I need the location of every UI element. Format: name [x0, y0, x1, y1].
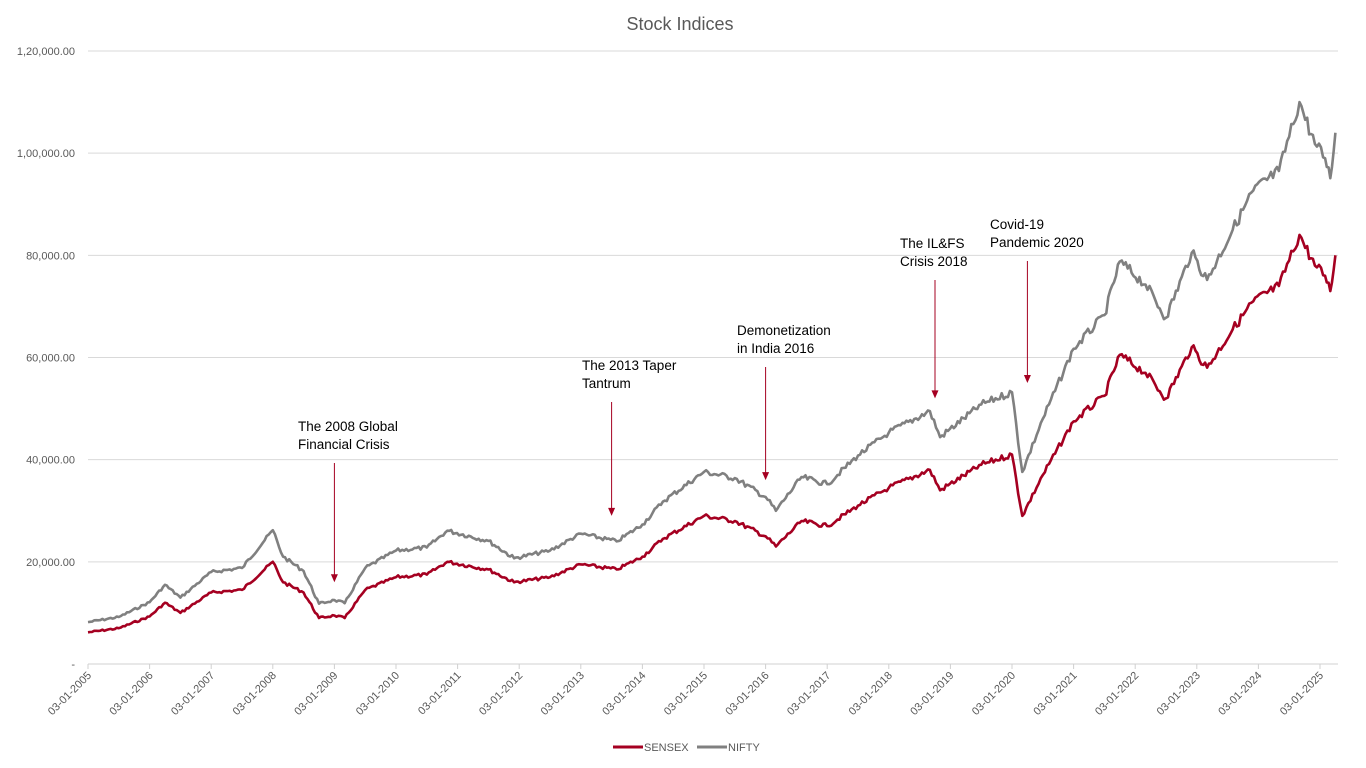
- y-tick-label: -: [71, 659, 75, 671]
- arrowhead-icon: [1023, 375, 1031, 384]
- x-tick-label: 03-01-2006: [107, 670, 155, 718]
- x-tick-label: 03-01-2017: [785, 670, 833, 718]
- legend: SENSEX NIFTY: [613, 742, 760, 754]
- legend-label-nifty: NIFTY: [728, 742, 760, 754]
- arrowhead-icon: [931, 390, 939, 399]
- x-tick-label: 03-01-2013: [539, 670, 587, 718]
- annotations: The 2008 Global Financial Crisis The 2013 …: [298, 217, 1084, 583]
- x-tick-label: 03-01-2018: [847, 670, 895, 718]
- x-tick-label: 03-01-2024: [1216, 670, 1264, 718]
- x-tick-label: 03-01-2012: [477, 670, 525, 718]
- y-tick-label: 1,20,000.00: [17, 46, 75, 58]
- x-tick-label: 03-01-2019: [908, 670, 956, 718]
- y-tick-label: 1,00,000.00: [17, 148, 75, 160]
- x-tick-label: 03-01-2016: [723, 670, 771, 718]
- annotation-text: Covid-19: [990, 217, 1044, 232]
- gridlines: [88, 50, 1338, 665]
- x-tick-label: 03-01-2005: [46, 670, 94, 718]
- x-axis: 03-01-2005 03-01-2006 03-01-2007 03-01-2008…: [46, 664, 1326, 718]
- y-tick-label: 80,000.00: [26, 250, 75, 262]
- x-tick-label: 03-01-2007: [169, 670, 217, 718]
- arrowhead-icon: [762, 472, 770, 481]
- annotation-text: The 2008 Global: [298, 419, 398, 434]
- annotation-text: The IL&FS: [900, 236, 965, 251]
- arrowhead-icon: [330, 574, 338, 583]
- x-tick-label: 03-01-2014: [600, 670, 648, 718]
- annotation-text: Tantrum: [582, 376, 631, 391]
- annotation-text: Crisis 2018: [900, 254, 968, 269]
- x-tick-label: 03-01-2021: [1031, 670, 1079, 718]
- series-lines: [87, 100, 1337, 634]
- y-tick-label: 20,000.00: [26, 557, 75, 569]
- annotation-text: The 2013 Taper: [582, 358, 677, 373]
- x-tick-label: 03-01-2010: [354, 670, 402, 718]
- annotation-text: Financial Crisis: [298, 437, 390, 452]
- annotation-text: Pandemic 2020: [990, 235, 1084, 250]
- x-tick-label: 03-01-2011: [416, 670, 464, 718]
- y-axis: - 20,000.00 40,000.00 60,000.00 80,000.00 1,0…: [17, 46, 75, 671]
- y-tick-label: 60,000.00: [26, 353, 75, 365]
- x-tick-label: 03-01-2022: [1093, 670, 1141, 718]
- chart-title: Stock Indices: [626, 14, 733, 34]
- annotation-text: in India 2016: [737, 341, 814, 356]
- annotation-text: Demonetization: [737, 323, 831, 338]
- x-tick-label: 03-01-2008: [231, 670, 279, 718]
- series-line-sensex: [87, 233, 1337, 634]
- x-tick-label: 03-01-2020: [970, 670, 1018, 718]
- series-line-nifty: [87, 100, 1337, 624]
- x-tick-label: 03-01-2009: [292, 670, 340, 718]
- y-tick-label: 40,000.00: [26, 455, 75, 467]
- legend-label-sensex: SENSEX: [644, 742, 689, 754]
- x-tick-label: 03-01-2015: [662, 670, 710, 718]
- x-tick-label: 03-01-2023: [1155, 670, 1203, 718]
- arrowhead-icon: [608, 507, 616, 516]
- x-tick-label: 03-01-2025: [1278, 670, 1326, 718]
